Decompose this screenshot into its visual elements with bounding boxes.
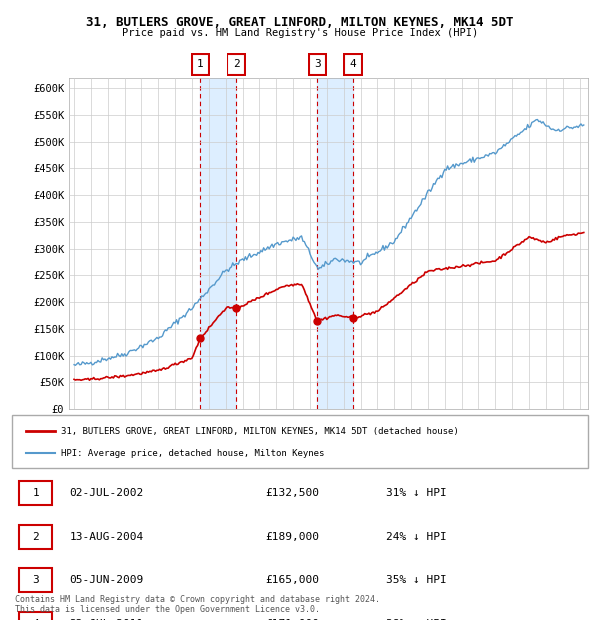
Text: 3: 3 — [314, 60, 320, 69]
Text: 31, BUTLERS GROVE, GREAT LINFORD, MILTON KEYNES, MK14 5DT: 31, BUTLERS GROVE, GREAT LINFORD, MILTON… — [86, 16, 514, 29]
Bar — [19, 569, 52, 593]
Text: 31, BUTLERS GROVE, GREAT LINFORD, MILTON KEYNES, MK14 5DT (detached house): 31, BUTLERS GROVE, GREAT LINFORD, MILTON… — [61, 427, 459, 436]
Text: £165,000: £165,000 — [265, 575, 319, 585]
Bar — [19, 612, 52, 620]
Text: 02-JUL-2002: 02-JUL-2002 — [70, 488, 144, 498]
Text: 24% ↓ HPI: 24% ↓ HPI — [386, 532, 447, 542]
Bar — [19, 481, 52, 505]
Text: 1: 1 — [32, 488, 39, 498]
Bar — [317, 78, 353, 409]
Text: 22-JUL-2011: 22-JUL-2011 — [70, 619, 144, 620]
Text: Contains HM Land Registry data © Crown copyright and database right 2024.: Contains HM Land Registry data © Crown c… — [15, 595, 380, 604]
Bar — [200, 78, 236, 409]
Text: 38% ↓ HPI: 38% ↓ HPI — [386, 619, 447, 620]
Text: Price paid vs. HM Land Registry's House Price Index (HPI): Price paid vs. HM Land Registry's House … — [122, 28, 478, 38]
Text: 4: 4 — [350, 60, 356, 69]
Text: 1: 1 — [197, 60, 204, 69]
Text: This data is licensed under the Open Government Licence v3.0.: This data is licensed under the Open Gov… — [15, 604, 320, 614]
Text: 31% ↓ HPI: 31% ↓ HPI — [386, 488, 447, 498]
Text: 2: 2 — [233, 60, 239, 69]
Text: £132,500: £132,500 — [265, 488, 319, 498]
Text: 05-JUN-2009: 05-JUN-2009 — [70, 575, 144, 585]
Text: £171,000: £171,000 — [265, 619, 319, 620]
Text: 35% ↓ HPI: 35% ↓ HPI — [386, 575, 447, 585]
Bar — [19, 525, 52, 549]
Text: 4: 4 — [32, 619, 39, 620]
Text: 2: 2 — [32, 532, 39, 542]
Text: 3: 3 — [32, 575, 39, 585]
Text: £189,000: £189,000 — [265, 532, 319, 542]
Text: HPI: Average price, detached house, Milton Keynes: HPI: Average price, detached house, Milt… — [61, 449, 325, 458]
Text: 13-AUG-2004: 13-AUG-2004 — [70, 532, 144, 542]
